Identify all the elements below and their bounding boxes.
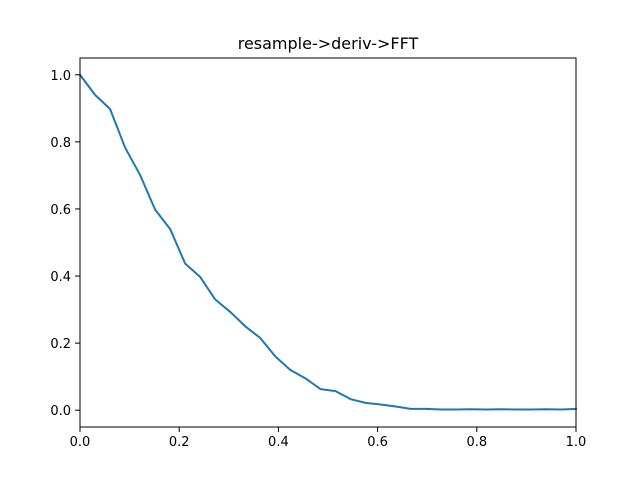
y-tick-label: 0.0 bbox=[50, 404, 71, 419]
x-tick-label: 1.0 bbox=[566, 435, 587, 450]
x-tick-label: 0.4 bbox=[268, 435, 289, 450]
x-tick-label: 0.0 bbox=[70, 435, 91, 450]
x-tick-label: 0.2 bbox=[169, 435, 190, 450]
x-tick-label: 0.6 bbox=[367, 435, 388, 450]
chart-title: resample->deriv->FFT bbox=[238, 34, 419, 53]
y-tick-label: 0.4 bbox=[50, 270, 71, 285]
y-tick-label: 0.8 bbox=[50, 136, 71, 151]
x-tick-label: 0.8 bbox=[466, 435, 487, 450]
series-line-0 bbox=[78, 73, 578, 411]
y-tick-label: 0.6 bbox=[50, 203, 71, 218]
plot-area bbox=[78, 73, 578, 411]
axes: 0.0 0.2 0.4 0.6 0.8 1.0 0.0 0.2 0.4 0.6 0.8 1.0 bbox=[50, 57, 587, 450]
y-tick-label: 0.2 bbox=[50, 337, 71, 352]
y-tick-label: 1.0 bbox=[50, 69, 71, 84]
axes-frame bbox=[79, 57, 577, 428]
